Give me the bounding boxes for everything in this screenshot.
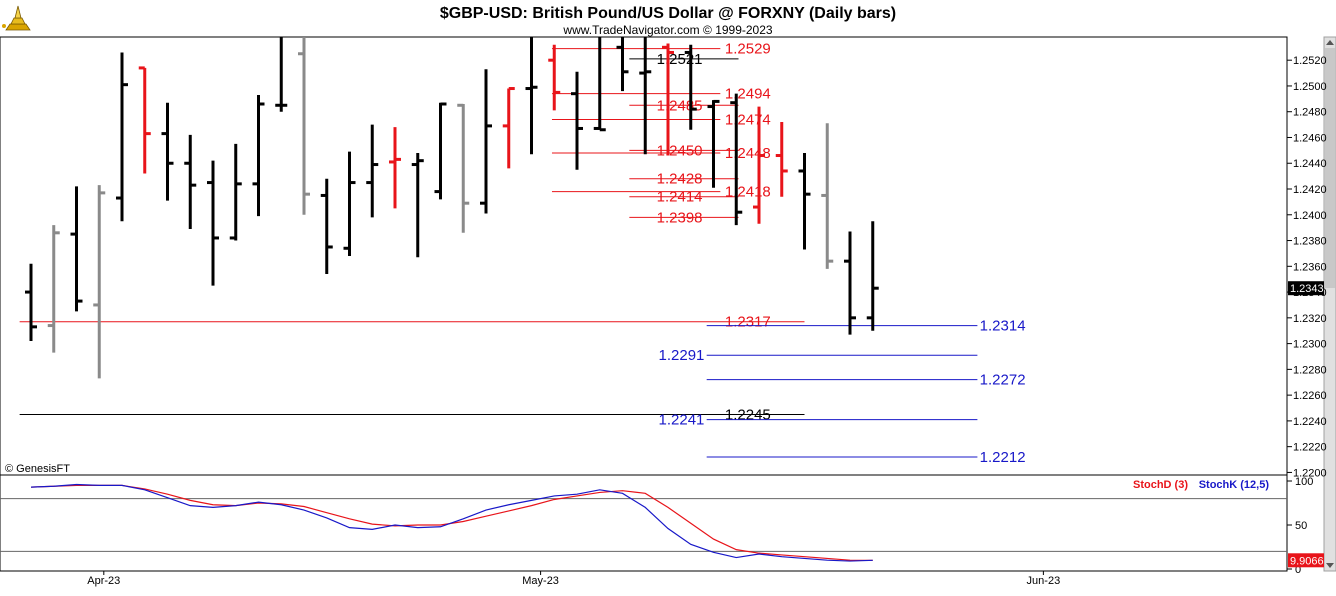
stochastic-axis: 100 50 09.9066 <box>1287 476 1324 576</box>
last-price-label: 1.2343 <box>1290 283 1324 295</box>
stoch-tick-label: 0 <box>1295 564 1301 576</box>
y-tick-label: 1.2440 <box>1293 158 1327 170</box>
level-label: 1.2241 <box>659 412 705 429</box>
level-label: 1.2418 <box>725 184 771 201</box>
y-tick-label: 1.2260 <box>1293 390 1327 402</box>
stochastic-lines <box>30 483 873 562</box>
level-label: 1.2494 <box>725 86 771 103</box>
y-tick-label: 1.2380 <box>1293 236 1327 248</box>
level-label: 1.2398 <box>657 209 703 226</box>
legend-stoch-d: StochD (3) <box>1133 479 1188 491</box>
chart-subtitle: www.TradeNavigator.com © 1999-2023 <box>562 23 772 37</box>
copyright-label: © GenesisFT <box>5 463 70 475</box>
level-label: 1.2450 <box>657 142 703 159</box>
y-tick-label: 1.2240 <box>1293 416 1327 428</box>
stoch-last-label: 9.9066 <box>1290 555 1324 567</box>
y-tick-label: 1.2320 <box>1293 313 1327 325</box>
level-label: 1.2272 <box>980 372 1026 389</box>
y-tick-label: 1.2420 <box>1293 184 1327 196</box>
level-label: 1.2521 <box>657 51 703 68</box>
scroll-up-icon[interactable] <box>1326 40 1334 45</box>
level-label: 1.2245 <box>725 406 771 423</box>
ohlc-bars <box>25 37 879 379</box>
level-label: 1.2474 <box>725 111 771 128</box>
stoch-tick-label: 100 <box>1295 476 1313 488</box>
x-tick-label: May-23 <box>522 575 559 587</box>
price-axis-scrollbar[interactable] <box>1323 36 1336 572</box>
stochastic-panel <box>0 474 1288 572</box>
scroll-down-icon[interactable] <box>1326 563 1334 568</box>
stoch-k-line <box>30 483 873 562</box>
reference-lines <box>0 498 1287 552</box>
price-panel <box>0 36 1288 476</box>
legend-stoch-k: StochK (12,5) <box>1199 479 1270 491</box>
y-tick-label: 1.2500 <box>1293 81 1327 93</box>
level-label: 1.2414 <box>657 189 703 206</box>
x-tick-label: Jun-23 <box>1027 575 1061 587</box>
price-axis: 1.2200 1.2220 1.2240 1.2260 1.2280 1.2300 1.23… <box>1287 55 1327 479</box>
level-label: 1.2291 <box>659 347 705 364</box>
logo-icon <box>2 5 31 31</box>
level-label: 1.2485 <box>657 97 703 114</box>
stoch-tick-label: 50 <box>1295 520 1307 532</box>
y-tick-label: 1.2200 <box>1293 467 1327 479</box>
y-tick-label: 1.2220 <box>1293 442 1327 454</box>
y-tick-label: 1.2280 <box>1293 364 1327 376</box>
level-label: 1.2314 <box>980 318 1026 335</box>
x-tick-label: Apr-23 <box>87 575 120 587</box>
y-tick-label: 1.2480 <box>1293 107 1327 119</box>
level-label: 1.2317 <box>725 314 771 331</box>
chart-title: $GBP-USD: British Pound/US Dollar @ FORX… <box>440 5 896 22</box>
last-price-box <box>1288 281 1324 296</box>
level-label: 1.2428 <box>657 171 703 188</box>
y-tick-label: 1.2400 <box>1293 210 1327 222</box>
level-label: 1.2212 <box>980 449 1026 466</box>
y-tick-label: 1.2300 <box>1293 339 1327 351</box>
stoch-last-box <box>1288 553 1324 568</box>
time-axis: Apr-23 May-23 Jun-23 <box>87 571 1060 587</box>
y-tick-label: 1.2520 <box>1293 55 1327 67</box>
level-label: 1.2448 <box>725 145 771 162</box>
y-tick-label: 1.2360 <box>1293 261 1327 273</box>
level-label: 1.2529 <box>725 41 771 58</box>
y-tick-label: 1.2460 <box>1293 132 1327 144</box>
